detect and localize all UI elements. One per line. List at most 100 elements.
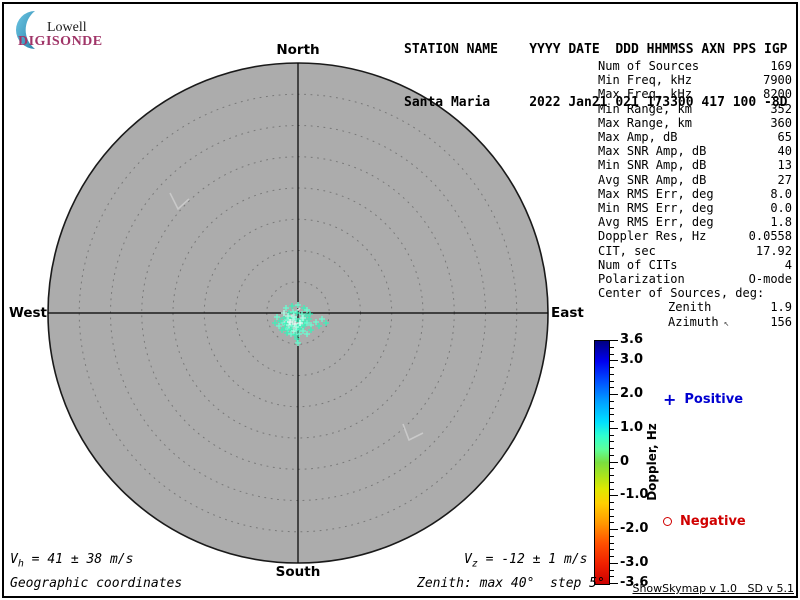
azimuth-arrow-icon: ↖ (723, 318, 729, 329)
coordinates-note: Geographic coordinates (10, 576, 183, 591)
colorbar-minor-tick (610, 515, 614, 517)
compass-west-label: West (8, 305, 47, 321)
colorbar-tick-label: 2.0 (620, 386, 644, 401)
colorbar-minor-tick (610, 481, 614, 483)
stat-value: 352 (770, 101, 792, 116)
colorbar-minor-tick (610, 475, 614, 476)
colorbar-major-tick (610, 340, 618, 341)
stat-row: Zenith 1.9 (598, 300, 792, 314)
stat-label: Max RMS Err, deg (598, 186, 714, 201)
stat-label: Max Range, km (598, 115, 692, 130)
colorbar-minor-tick (610, 373, 614, 375)
positive-legend: + Positive (663, 391, 744, 407)
colorbar-minor-tick (610, 508, 614, 510)
vz-value: = -12 ± 1 m/s (477, 552, 588, 567)
vertical-velocity-readout: Vz = -12 ± 1 m/s (464, 552, 587, 570)
stat-row: Max Range, km 360 (598, 116, 792, 130)
stat-label: Num of Sources (598, 59, 700, 73)
stat-row: Num of CITs 4 (598, 258, 792, 272)
stat-value: 4 (784, 257, 792, 272)
stat-row: Max Amp, dB 65 (598, 130, 792, 144)
stat-label: Center of Sources, deg: (598, 286, 765, 301)
colorbar-minor-tick (610, 522, 614, 524)
positive-legend-label: Positive (684, 392, 744, 407)
colorbar-minor-tick (610, 387, 614, 389)
stat-label: CIT, sec (598, 243, 656, 258)
colorbar-minor-tick (610, 488, 614, 490)
colorbar-tick-label: 1.0 (620, 419, 644, 435)
colorbar-minor-tick (610, 441, 614, 443)
colorbar-minor-tick (610, 448, 614, 449)
stat-value: 65 (777, 130, 792, 145)
colorbar-minor-tick (610, 542, 614, 544)
stat-row: Max Freq, kHz 8200 (598, 87, 792, 101)
stat-value: 27 (777, 172, 792, 187)
stat-label: Min Range, km (598, 101, 692, 116)
stat-label: Doppler Res, Hz (598, 229, 707, 244)
stat-value: 156 (770, 314, 792, 329)
colorbar-major-tick (610, 461, 618, 463)
vz-symbol: V (464, 552, 472, 567)
colorbar-minor-tick (610, 353, 614, 355)
negative-legend: Negative (663, 514, 746, 529)
compass-south-label: South (275, 564, 321, 580)
version-note: ShowSkymap v 1.0 SD v 5.1 (632, 582, 794, 595)
stat-value: 1.9 (770, 300, 792, 315)
stat-row: Center of Sources, deg: (598, 286, 792, 300)
lowell-digisonde-logo: Lowell DIGISONDE (10, 8, 130, 50)
colorbar-minor-tick (610, 421, 614, 422)
stat-value: 7900 (763, 73, 792, 88)
stat-row: Doppler Res, Hz 0.0558 (598, 229, 792, 243)
stat-value: 169 (770, 59, 792, 73)
stat-value: 8.0 (770, 186, 792, 201)
colorbar-title: Doppler, Hz (645, 423, 659, 501)
negative-legend-label: Negative (680, 514, 746, 529)
stat-value: 8200 (763, 87, 792, 102)
stat-label: Avg RMS Err, deg (598, 215, 714, 230)
header-columns-row: STATION NAME YYYY DATE DDD HHMMSS AXN PP… (404, 42, 788, 57)
colorbar-major-tick (610, 495, 618, 497)
stat-value: 1.8 (770, 215, 792, 230)
stat-label: Zenith (668, 300, 712, 315)
stat-label: Num of CITs (598, 257, 678, 272)
stat-label: Polarization (598, 272, 685, 287)
stat-row: Min RMS Err, deg 0.0 (598, 201, 792, 215)
stat-row: Azimuth ↖ 156 (598, 315, 792, 331)
stat-label: Avg SNR Amp, dB (598, 172, 707, 187)
vh-value: = 41 ± 38 m/s (23, 552, 134, 567)
doppler-colorbar (594, 340, 610, 585)
stat-row: Max SNR Amp, dB 40 (598, 144, 792, 158)
colorbar-minor-tick (610, 414, 614, 416)
colorbar-minor-tick (610, 367, 614, 368)
stat-row: Min Range, km 352 (598, 102, 792, 116)
stat-value: 13 (777, 158, 792, 173)
colorbar-minor-tick (610, 400, 614, 402)
stat-value: 0.0558 (748, 229, 792, 244)
vh-symbol: V (10, 552, 18, 567)
colorbar-tick-label: -2.0 (620, 521, 649, 536)
colorbar-major-tick (610, 394, 618, 395)
stat-label: Max Amp, dB (598, 130, 678, 145)
stat-value: 17.92 (755, 243, 792, 258)
colorbar-minor-tick (610, 346, 614, 348)
colorbar-minor-tick (610, 535, 614, 537)
negative-marker-icon (663, 517, 672, 526)
compass-east-label: East (551, 305, 584, 321)
colorbar-minor-tick (610, 569, 614, 571)
colorbar-major-tick (610, 529, 618, 530)
colorbar-minor-tick (610, 434, 614, 436)
colorbar-minor-tick (610, 468, 614, 470)
stat-value: O-mode (748, 272, 792, 287)
stat-label: Min RMS Err, deg (598, 201, 714, 216)
compass-north-label: North (276, 42, 320, 58)
stat-row: Min SNR Amp, dB 13 (598, 158, 792, 172)
colorbar-major-tick (610, 360, 618, 362)
stat-row: Avg SNR Amp, dB 27 (598, 173, 792, 187)
colorbar-major-tick (610, 583, 618, 584)
stat-value: 40 (777, 144, 792, 159)
colorbar-minor-tick (610, 380, 614, 382)
colorbar-minor-tick (610, 407, 614, 409)
stat-label: Min Freq, kHz (598, 73, 692, 88)
colorbar-tick-label: 3.6 (620, 332, 644, 347)
